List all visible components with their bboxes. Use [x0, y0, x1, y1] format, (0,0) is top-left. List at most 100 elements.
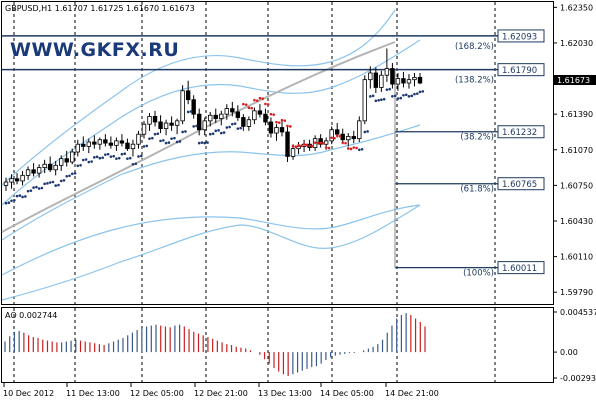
sar-dot [349, 147, 353, 151]
sar-dot [46, 182, 49, 185]
sar-dot [159, 139, 162, 143]
fib-percent-label: (38.2%) [460, 133, 494, 143]
candle [70, 148, 75, 165]
current-price-tag [554, 75, 596, 85]
sar-dot [184, 130, 187, 133]
sar-dot [70, 172, 74, 176]
sar-dot [388, 87, 391, 91]
sar-dot [4, 201, 8, 205]
candle-body [274, 127, 279, 134]
sar-dot [415, 92, 419, 95]
sar-dot [120, 152, 124, 156]
sar-dot [203, 141, 207, 145]
candle-body [125, 142, 130, 150]
sar-dot [7, 201, 11, 204]
candle [174, 118, 180, 135]
fib-price-label: 1.62093 [502, 32, 537, 42]
candle [417, 72, 423, 85]
sar-dot [57, 183, 60, 187]
sar-dot [32, 186, 35, 189]
sar-dot [95, 155, 99, 159]
candle-body [202, 120, 207, 131]
sar-dot [156, 132, 160, 135]
sar-dot [142, 145, 146, 148]
candle [279, 120, 285, 137]
candle [368, 66, 373, 89]
sar-dot [399, 96, 403, 100]
sar-dot [214, 129, 218, 133]
candle [379, 70, 384, 92]
candle [241, 114, 246, 131]
candle [136, 130, 141, 149]
sar-dot [277, 121, 281, 124]
candle-body [20, 174, 25, 182]
sar-dot [48, 181, 52, 184]
price-pane-frame [1, 1, 554, 305]
sar-dot [40, 186, 44, 190]
sar-dot [369, 95, 372, 98]
sar-dot [327, 146, 331, 150]
time-tick-label: 12 Dec 05:00 [130, 389, 184, 398]
candle-body [158, 121, 163, 130]
price-tick-label: 1.60430 [560, 217, 593, 226]
candle-body [417, 77, 423, 84]
candle-body [235, 111, 241, 118]
candle-body [114, 140, 119, 146]
candle-body [59, 158, 64, 166]
candle-body [47, 163, 53, 171]
sar-dot [377, 99, 380, 102]
candle [42, 159, 47, 174]
sar-dot [346, 147, 350, 150]
sar-dot [269, 112, 273, 116]
sar-dot [258, 96, 262, 100]
sar-dot [357, 148, 361, 152]
watermark: WWW.GKFX.RU [10, 39, 179, 61]
candle [246, 116, 252, 131]
fib-price-label: 1.61790 [502, 66, 537, 76]
candle-body [108, 142, 114, 146]
candle [373, 67, 379, 94]
candle [351, 130, 356, 144]
sar-dot [302, 143, 306, 146]
candle-body [53, 164, 58, 171]
candle-body [180, 90, 185, 122]
candle [31, 163, 36, 177]
candle-body [290, 148, 296, 157]
candle [141, 120, 147, 139]
sar-dot [380, 98, 383, 101]
sar-dot [26, 189, 30, 193]
candle [152, 110, 158, 127]
candle [263, 108, 268, 126]
sar-dot [283, 119, 287, 122]
candle-body [406, 79, 412, 84]
candle [191, 95, 196, 119]
candle-body [252, 110, 257, 121]
candle-body [70, 151, 75, 163]
sar-dot [330, 136, 333, 140]
sar-dot [335, 134, 339, 138]
sar-dot [134, 162, 138, 166]
fib-price-label: 1.60765 [502, 180, 537, 190]
candle [202, 117, 207, 136]
sar-dot [247, 106, 251, 110]
candle-body [246, 119, 252, 127]
candle-body [362, 79, 367, 122]
sar-dot [219, 131, 223, 135]
sar-dot [178, 140, 182, 143]
price-axis: 1.623501.620301.617101.613901.610701.607… [553, 3, 593, 297]
sar-dot [297, 144, 300, 147]
sar-dot [300, 144, 303, 148]
band-line [1, 39, 421, 206]
candle [185, 80, 191, 105]
sar-dot [62, 179, 66, 182]
candle [36, 164, 42, 178]
sar-dot [145, 144, 149, 148]
candle [64, 150, 69, 167]
sar-dot [322, 142, 325, 145]
candle [318, 134, 323, 148]
sar-dot [363, 130, 367, 134]
candle [180, 85, 185, 125]
sar-dot [123, 152, 127, 156]
